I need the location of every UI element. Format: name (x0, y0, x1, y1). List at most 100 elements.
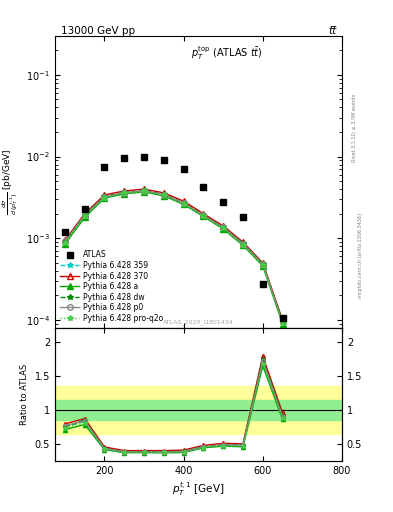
Pythia 6.428 359 (221, 225, 226, 231)
ATLAS (102, 164, 107, 170)
Pythia 6.428 370 (83, 210, 87, 217)
Pythia 6.428 370 (221, 223, 226, 229)
Text: tt̅: tt̅ (328, 26, 336, 36)
Pythia 6.428 a (162, 193, 166, 199)
Line: Pythia 6.428 359: Pythia 6.428 359 (62, 188, 285, 325)
Pythia 6.428 359 (241, 241, 245, 247)
Pythia 6.428 dw (162, 191, 166, 198)
Pythia 6.428 370 (142, 186, 147, 192)
Pythia 6.428 dw (122, 189, 127, 196)
Pythia 6.428 pro-q2o (241, 242, 245, 248)
Pythia 6.428 pro-q2o (280, 320, 285, 326)
Text: Rivet 3.1.10; ≥ 3.5M events: Rivet 3.1.10; ≥ 3.5M events (352, 94, 357, 162)
Text: 13000 GeV pp: 13000 GeV pp (61, 26, 135, 36)
ATLAS (122, 155, 127, 161)
Pythia 6.428 370 (280, 317, 285, 323)
Pythia 6.428 pro-q2o (62, 240, 67, 246)
Pythia 6.428 370 (241, 239, 245, 245)
Pythia 6.428 pro-q2o (201, 213, 206, 219)
Pythia 6.428 370 (261, 260, 265, 266)
Pythia 6.428 a (201, 214, 206, 220)
Line: ATLAS: ATLAS (62, 154, 285, 321)
Pythia 6.428 dw (241, 240, 245, 246)
Line: Pythia 6.428 p0: Pythia 6.428 p0 (62, 188, 285, 325)
Pythia 6.428 370 (181, 198, 186, 204)
Pythia 6.428 a (280, 321, 285, 327)
Pythia 6.428 359 (162, 192, 166, 198)
Text: ATLAS_2020_I1801434: ATLAS_2020_I1801434 (163, 319, 234, 325)
Pythia 6.428 359 (83, 212, 87, 219)
Pythia 6.428 370 (162, 190, 166, 196)
Text: mcplots.cern.ch [arXiv:1306.3436]: mcplots.cern.ch [arXiv:1306.3436] (358, 214, 363, 298)
Pythia 6.428 pro-q2o (122, 190, 127, 197)
Pythia 6.428 p0 (142, 188, 147, 194)
Pythia 6.428 dw (201, 212, 206, 218)
ATLAS (221, 199, 226, 205)
Pythia 6.428 p0 (62, 238, 67, 244)
Pythia 6.428 p0 (122, 189, 127, 196)
Pythia 6.428 359 (261, 261, 265, 267)
Pythia 6.428 a (122, 191, 127, 197)
ATLAS (83, 206, 87, 212)
Text: $p_T^{\rm top}$ (ATLAS $t\bar{t}$): $p_T^{\rm top}$ (ATLAS $t\bar{t}$) (191, 45, 263, 62)
Pythia 6.428 359 (280, 319, 285, 325)
Pythia 6.428 dw (83, 211, 87, 218)
ATLAS (261, 281, 265, 287)
Pythia 6.428 a (221, 226, 226, 232)
Pythia 6.428 pro-q2o (142, 188, 147, 195)
Pythia 6.428 p0 (201, 212, 206, 219)
Pythia 6.428 p0 (162, 191, 166, 198)
Line: Pythia 6.428 a: Pythia 6.428 a (62, 189, 285, 327)
Pythia 6.428 p0 (241, 241, 245, 247)
Pythia 6.428 pro-q2o (261, 262, 265, 268)
ATLAS (280, 315, 285, 322)
Line: Pythia 6.428 dw: Pythia 6.428 dw (62, 188, 285, 324)
Pythia 6.428 359 (181, 200, 186, 206)
Pythia 6.428 dw (261, 261, 265, 267)
Pythia 6.428 pro-q2o (221, 225, 226, 231)
Line: Pythia 6.428 pro-q2o: Pythia 6.428 pro-q2o (62, 188, 285, 326)
Pythia 6.428 p0 (261, 261, 265, 267)
Y-axis label: Ratio to ATLAS: Ratio to ATLAS (20, 364, 29, 425)
Pythia 6.428 a (142, 189, 147, 195)
Pythia 6.428 pro-q2o (162, 193, 166, 199)
Pythia 6.428 370 (62, 237, 67, 243)
Pythia 6.428 a (261, 263, 265, 269)
Pythia 6.428 359 (142, 188, 147, 194)
Pythia 6.428 359 (62, 239, 67, 245)
Pythia 6.428 p0 (181, 200, 186, 206)
X-axis label: $p_T^{t,1}$ [GeV]: $p_T^{t,1}$ [GeV] (172, 481, 225, 498)
ATLAS (201, 184, 206, 190)
Pythia 6.428 a (83, 215, 87, 221)
Pythia 6.428 359 (102, 194, 107, 200)
ATLAS (181, 166, 186, 173)
Pythia 6.428 pro-q2o (83, 214, 87, 220)
Y-axis label: $\frac{d\sigma}{d\,(p_T^{t,1})}$ [pb/GeV]: $\frac{d\sigma}{d\,(p_T^{t,1})}$ [pb/GeV… (0, 148, 20, 215)
Pythia 6.428 370 (122, 188, 127, 194)
Pythia 6.428 a (62, 241, 67, 247)
ATLAS (241, 215, 245, 221)
Pythia 6.428 a (241, 242, 245, 248)
Pythia 6.428 pro-q2o (102, 195, 107, 201)
Pythia 6.428 359 (201, 212, 206, 219)
Pythia 6.428 dw (102, 194, 107, 200)
Legend: ATLAS, Pythia 6.428 359, Pythia 6.428 370, Pythia 6.428 a, Pythia 6.428 dw, Pyth: ATLAS, Pythia 6.428 359, Pythia 6.428 37… (59, 249, 164, 324)
Line: Pythia 6.428 370: Pythia 6.428 370 (62, 186, 285, 323)
Pythia 6.428 p0 (83, 212, 87, 218)
Pythia 6.428 dw (181, 200, 186, 206)
Pythia 6.428 p0 (221, 224, 226, 230)
Pythia 6.428 a (181, 201, 186, 207)
Pythia 6.428 359 (122, 190, 127, 196)
Pythia 6.428 370 (102, 192, 107, 198)
Pythia 6.428 370 (201, 210, 206, 217)
Pythia 6.428 p0 (102, 194, 107, 200)
Pythia 6.428 a (102, 195, 107, 201)
ATLAS (142, 154, 147, 160)
Pythia 6.428 dw (62, 239, 67, 245)
ATLAS (62, 229, 67, 235)
Pythia 6.428 p0 (280, 319, 285, 325)
Pythia 6.428 dw (221, 224, 226, 230)
Pythia 6.428 pro-q2o (181, 201, 186, 207)
ATLAS (162, 157, 166, 163)
Pythia 6.428 dw (142, 187, 147, 194)
